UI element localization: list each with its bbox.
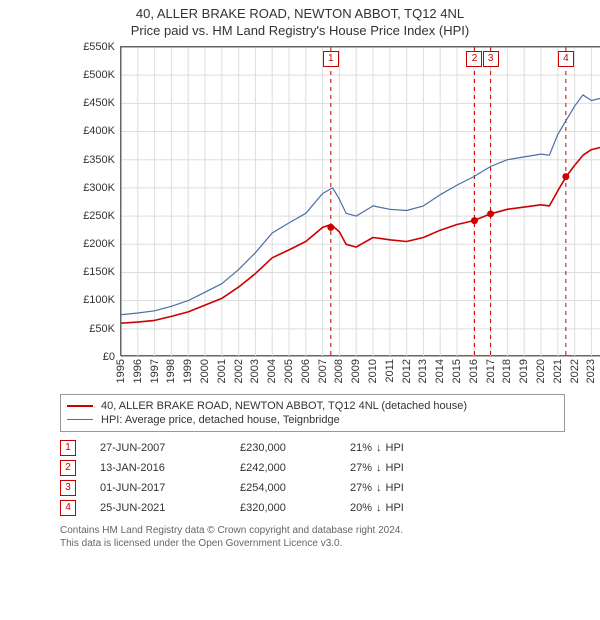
plot-svg [121,47,600,357]
title-subtitle: Price paid vs. HM Land Registry's House … [0,23,600,40]
legend-box: 40, ALLER BRAKE ROAD, NEWTON ABBOT, TQ12… [60,394,565,432]
titles-block: 40, ALLER BRAKE ROAD, NEWTON ABBOT, TQ12… [0,0,600,40]
xtick-label: 2010 [367,359,379,383]
ytick-label: £500K [83,69,115,81]
footer-line-2: This data is licensed under the Open Gov… [60,537,565,550]
sale-marker-flag: 2 [466,51,482,67]
xtick-label: 1998 [165,359,177,383]
arrow-down-icon: ↓ [376,442,382,454]
sale-date: 25-JUN-2021 [100,502,240,514]
sale-price: £320,000 [240,502,350,514]
sales-table: 127-JUN-2007£230,00021%↓HPI213-JAN-2016£… [60,438,565,518]
ytick-label: £0 [103,351,115,363]
sale-row: 2 13-JAN-2016£242,00027% ↓ HPI [60,458,565,478]
sale-date: 01-JUN-2017 [100,482,240,494]
sale-diff-vs: HPI [386,482,404,494]
plot-area: £0£50K£100K£150K£200K£250K£300K£350K£400… [120,46,600,356]
sale-price: £254,000 [240,482,350,494]
sale-diff: 21% ↓ HPI [350,442,404,454]
sale-date: 13-JAN-2016 [100,462,240,474]
sale-diff: 27% ↓ HPI [350,462,404,474]
legend-label: HPI: Average price, detached house, Teig… [101,414,340,426]
xtick-label: 2019 [518,359,530,383]
sale-diff: 27% ↓ HPI [350,482,404,494]
xtick-label: 2000 [199,359,211,383]
xtick-label: 2023 [585,359,597,383]
xtick-label: 2006 [300,359,312,383]
ytick-label: £400K [83,125,115,137]
xtick-label: 2009 [350,359,362,383]
xtick-label: 2011 [384,359,396,383]
xtick-label: 2018 [501,359,513,383]
ytick-label: £450K [83,97,115,109]
xtick-label: 2008 [333,359,345,383]
sale-marker-index: 2 [60,460,76,476]
xtick-label: 2022 [569,359,581,383]
ytick-label: £550K [83,41,115,53]
page-container: 40, ALLER BRAKE ROAD, NEWTON ABBOT, TQ12… [0,0,600,620]
ytick-label: £150K [83,266,115,278]
arrow-down-icon: ↓ [376,482,382,494]
arrow-down-icon: ↓ [376,462,382,474]
xtick-label: 1997 [149,359,161,383]
sale-row: 4 25-JUN-2021£320,00020% ↓ HPI [60,498,565,518]
ytick-label: £250K [83,210,115,222]
sale-marker-index: 4 [60,500,76,516]
xtick-label: 2013 [417,359,429,383]
xtick-label: 2015 [451,359,463,383]
xtick-label: 2020 [535,359,547,383]
ytick-label: £50K [89,323,115,335]
sale-diff-vs: HPI [386,502,404,514]
ytick-label: £100K [83,294,115,306]
xtick-label: 2001 [216,359,228,383]
sale-diff: 20% ↓ HPI [350,502,404,514]
legend-swatch [67,405,93,407]
legend-label: 40, ALLER BRAKE ROAD, NEWTON ABBOT, TQ12… [101,400,467,412]
ytick-label: £200K [83,238,115,250]
sale-marker-index: 1 [60,440,76,456]
chart-wrapper: £0£50K£100K£150K£200K£250K£300K£350K£400… [0,46,600,356]
sale-diff-pct: 27% [350,462,372,474]
ytick-label: £300K [83,182,115,194]
sale-diff-vs: HPI [386,462,404,474]
xtick-label: 2007 [317,359,329,383]
sale-marker-index: 3 [60,480,76,496]
xtick-label: 2014 [434,359,446,383]
xtick-label: 2021 [552,359,564,383]
sale-price: £230,000 [240,442,350,454]
sale-row: 3 01-JUN-2017£254,00027% ↓ HPI [60,478,565,498]
sale-marker-flag: 1 [323,51,339,67]
xtick-label: 2016 [468,359,480,383]
xtick-label: 2017 [485,359,497,383]
xtick-label: 1995 [115,359,127,383]
arrow-down-icon: ↓ [376,502,382,514]
xtick-label: 1999 [182,359,194,383]
xtick-label: 2002 [233,359,245,383]
sale-date: 27-JUN-2007 [100,442,240,454]
title-address: 40, ALLER BRAKE ROAD, NEWTON ABBOT, TQ12… [0,6,600,23]
sale-diff-pct: 21% [350,442,372,454]
xtick-label: 2012 [401,359,413,383]
sale-row: 1 27-JUN-2007£230,00021% ↓ HPI [60,438,565,458]
xtick-label: 2005 [283,359,295,383]
ytick-label: £350K [83,154,115,166]
footer-attribution: Contains HM Land Registry data © Crown c… [60,524,565,550]
legend-swatch [67,419,93,420]
sale-marker-flag: 4 [558,51,574,67]
xtick-label: 1996 [132,359,144,383]
sale-price: £242,000 [240,462,350,474]
xtick-label: 2003 [249,359,261,383]
sale-diff-pct: 27% [350,482,372,494]
xtick-label: 2004 [266,359,278,383]
legend-row: HPI: Average price, detached house, Teig… [67,413,558,427]
footer-line-1: Contains HM Land Registry data © Crown c… [60,524,565,537]
sale-marker-flag: 3 [483,51,499,67]
legend-row: 40, ALLER BRAKE ROAD, NEWTON ABBOT, TQ12… [67,399,558,413]
sale-diff-pct: 20% [350,502,372,514]
sale-diff-vs: HPI [386,442,404,454]
